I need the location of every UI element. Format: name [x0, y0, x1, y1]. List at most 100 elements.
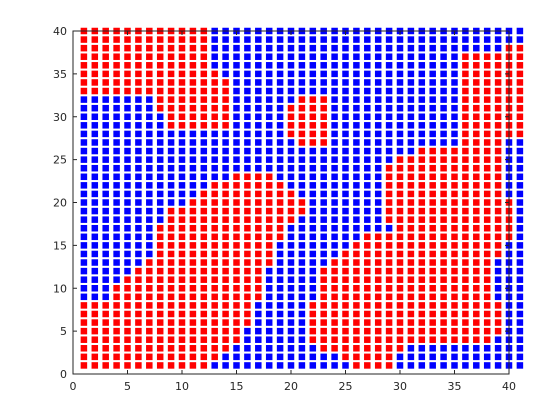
- red-point: [462, 310, 469, 318]
- blue-point: [265, 310, 273, 318]
- red-point: [233, 336, 240, 343]
- red-point: [265, 216, 273, 223]
- red-point: [178, 310, 186, 318]
- red-point: [462, 122, 469, 129]
- blue-point: [353, 147, 360, 155]
- blue-point: [80, 113, 88, 120]
- red-point: [364, 285, 371, 292]
- blue-point: [265, 113, 273, 120]
- blue-point: [342, 113, 349, 120]
- blue-point: [222, 362, 229, 369]
- blue-point: [451, 353, 458, 361]
- blue-point: [178, 182, 186, 189]
- blue-point: [211, 130, 218, 138]
- red-point: [156, 267, 164, 275]
- red-point: [451, 250, 458, 258]
- blue-point: [494, 285, 502, 292]
- red-point: [418, 336, 426, 343]
- blue-point: [516, 259, 524, 266]
- red-point: [396, 156, 404, 163]
- red-point: [374, 233, 382, 241]
- blue-point: [135, 242, 142, 249]
- blue-point: [167, 199, 175, 206]
- red-point: [244, 173, 251, 181]
- blue-point: [102, 207, 109, 215]
- blue-point: [167, 130, 175, 138]
- red-point: [156, 362, 164, 369]
- blue-point: [298, 319, 306, 326]
- red-point: [265, 190, 273, 198]
- blue-point: [102, 182, 109, 189]
- red-point: [407, 164, 415, 172]
- red-point: [429, 293, 436, 301]
- red-point: [396, 336, 404, 343]
- blue-point: [287, 156, 295, 163]
- blue-point: [353, 96, 360, 103]
- blue-point: [320, 199, 327, 206]
- red-point: [320, 336, 327, 343]
- red-point: [473, 199, 480, 206]
- blue-point: [483, 353, 491, 361]
- red-point: [113, 353, 120, 361]
- blue-point: [146, 147, 153, 155]
- red-point: [309, 319, 317, 326]
- blue-point: [287, 182, 295, 189]
- blue-point: [233, 70, 240, 78]
- red-point: [440, 224, 447, 232]
- red-point: [189, 104, 197, 112]
- red-point: [255, 250, 262, 258]
- blue-point: [440, 36, 447, 43]
- red-point: [385, 233, 393, 241]
- red-point: [211, 113, 218, 120]
- red-point: [407, 156, 415, 163]
- blue-point: [374, 62, 382, 69]
- red-point: [342, 336, 349, 343]
- blue-point: [331, 113, 338, 120]
- red-point: [396, 199, 404, 206]
- red-point: [407, 250, 415, 258]
- red-point: [222, 216, 229, 223]
- blue-point: [91, 216, 99, 223]
- red-point: [483, 164, 491, 172]
- blue-point: [451, 96, 458, 103]
- blue-point: [440, 96, 447, 103]
- red-point: [462, 104, 469, 112]
- blue-point: [233, 87, 240, 95]
- blue-point: [124, 156, 131, 163]
- blue-point: [298, 190, 306, 198]
- red-point: [146, 362, 153, 369]
- blue-point: [276, 147, 284, 155]
- red-point: [189, 199, 197, 206]
- blue-point: [516, 139, 524, 146]
- blue-point: [298, 173, 306, 181]
- blue-point: [276, 104, 284, 112]
- red-point: [429, 156, 436, 163]
- blue-point: [80, 139, 88, 146]
- red-point: [483, 319, 491, 326]
- blue-point: [385, 70, 393, 78]
- red-point: [200, 199, 208, 206]
- red-point: [309, 139, 317, 146]
- blue-point: [451, 122, 458, 129]
- red-point: [440, 233, 447, 241]
- red-point: [473, 233, 480, 241]
- blue-point: [189, 147, 197, 155]
- blue-point: [265, 36, 273, 43]
- blue-point: [287, 233, 295, 241]
- red-point: [451, 147, 458, 155]
- red-point: [255, 242, 262, 249]
- blue-point: [233, 345, 240, 352]
- blue-point: [102, 216, 109, 223]
- blue-point: [211, 44, 218, 52]
- red-point: [211, 224, 218, 232]
- blue-point: [102, 156, 109, 163]
- blue-point: [135, 182, 142, 189]
- red-point: [265, 233, 273, 241]
- red-point: [102, 310, 109, 318]
- blue-point: [265, 104, 273, 112]
- red-point: [353, 302, 360, 309]
- blue-point: [440, 345, 447, 352]
- red-point: [80, 319, 88, 326]
- red-point: [167, 36, 175, 43]
- red-point: [451, 199, 458, 206]
